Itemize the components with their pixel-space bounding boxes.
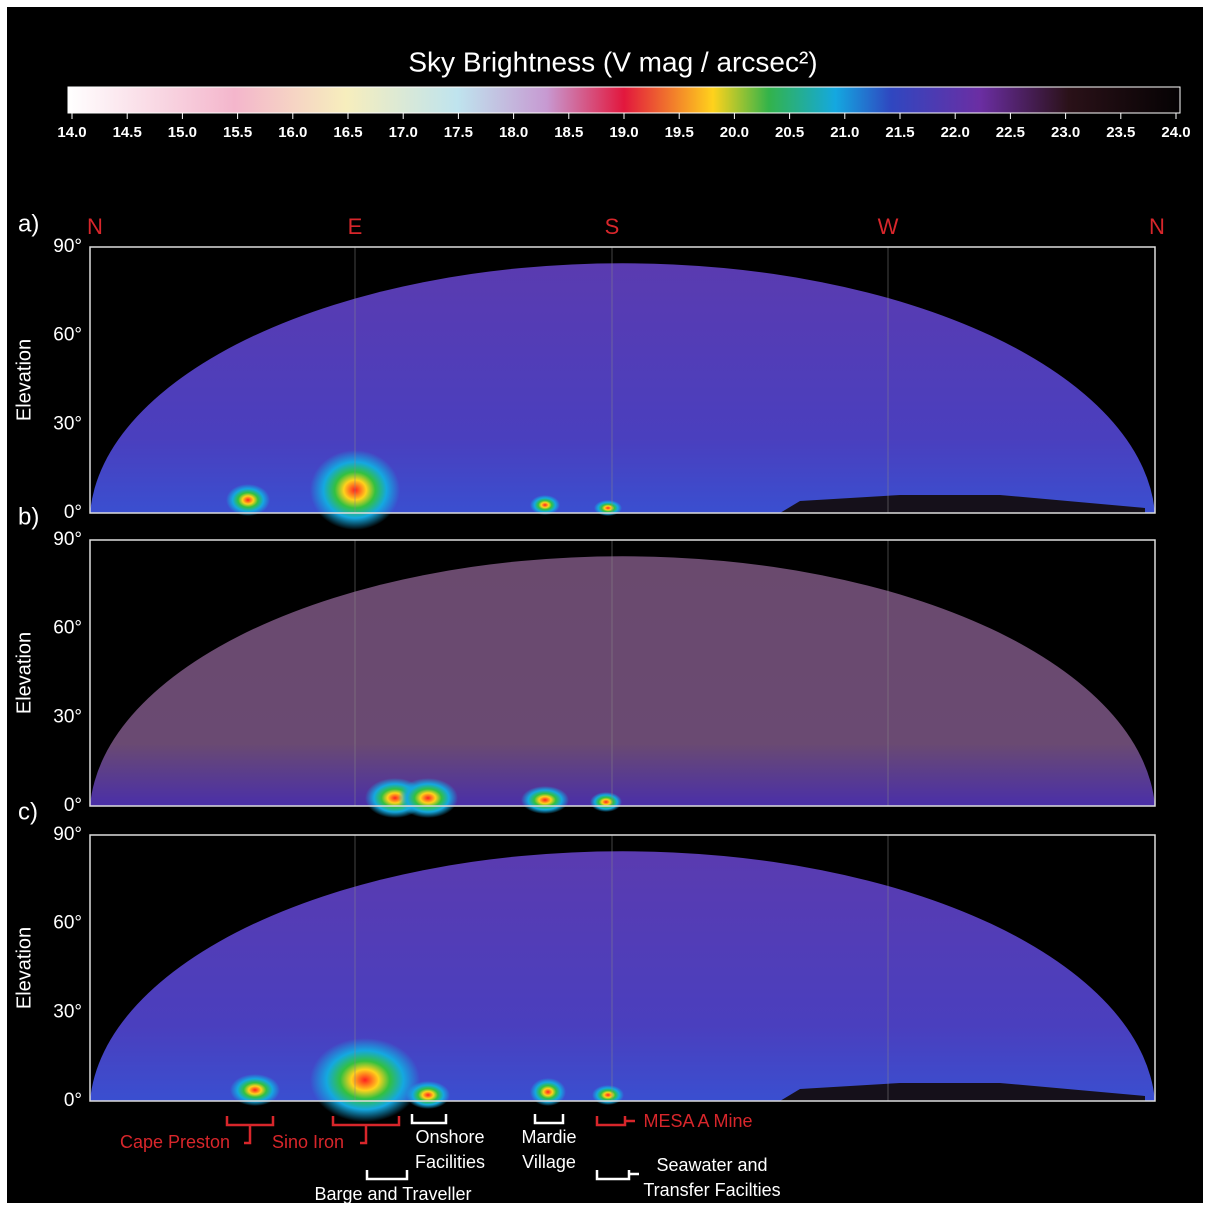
colorbar-tick-label: 21.0 xyxy=(830,124,859,141)
annotation: MESA A Mine xyxy=(643,1111,752,1131)
annotation: Sino Iron xyxy=(272,1132,344,1152)
light-glow xyxy=(226,484,270,516)
brackets xyxy=(225,1114,639,1181)
light-glow xyxy=(594,500,622,516)
colorbar-title: Sky Brightness (V mag / arcsec²) xyxy=(408,46,817,77)
y-tick-label: 0° xyxy=(64,1090,82,1111)
annotation: Onshore xyxy=(415,1127,484,1147)
direction-label: S xyxy=(605,214,620,239)
panel-frame xyxy=(89,539,1156,807)
colorbar-tick-label: 23.0 xyxy=(1051,124,1080,141)
horizon-silhouette xyxy=(780,1083,1145,1101)
y-tick-label: 30° xyxy=(53,413,82,434)
light-glow xyxy=(230,1074,280,1106)
y-axis-label: Elevation xyxy=(13,632,35,714)
colorbar-tick-label: 17.0 xyxy=(389,124,418,141)
light-glow xyxy=(530,1078,566,1106)
y-tick-label: 30° xyxy=(53,1001,82,1022)
y-axis-label: Elevation xyxy=(13,927,35,1009)
colorbar-tick-label: 15.0 xyxy=(168,124,197,141)
annotation: Transfer Facilties xyxy=(643,1180,780,1200)
colorbar-tick-label: 21.5 xyxy=(885,124,914,141)
sky-dome xyxy=(90,556,1155,806)
colorbar-tick-label: 22.5 xyxy=(996,124,1025,141)
panel-frame xyxy=(89,834,1156,1102)
colorbar-tick-label: 17.5 xyxy=(444,124,473,141)
colorbar-tick-label: 20.5 xyxy=(775,124,804,141)
y-tick-label: 90° xyxy=(53,236,82,257)
y-tick-label: 0° xyxy=(64,795,82,816)
annotation: Village xyxy=(522,1152,576,1172)
colorbar-tick-label: 16.5 xyxy=(333,124,362,141)
colorbar-tick-label: 14.0 xyxy=(57,124,86,141)
y-tick-label: 90° xyxy=(53,529,82,550)
colorbar-tick-label: 18.5 xyxy=(554,124,583,141)
panel-label: a) xyxy=(18,210,39,237)
direction-label: N xyxy=(1149,214,1165,239)
annotation: Mardie xyxy=(521,1127,576,1147)
horizon-silhouette xyxy=(780,495,1145,513)
y-tick-label: 90° xyxy=(53,824,82,845)
panel-label: b) xyxy=(18,503,39,530)
light-glow xyxy=(406,1081,450,1109)
panel-label: c) xyxy=(18,798,38,825)
light-glow xyxy=(521,786,569,814)
light-glow xyxy=(590,792,622,812)
direction-label: N xyxy=(87,214,103,239)
y-tick-label: 0° xyxy=(64,502,82,523)
y-tick-label: 60° xyxy=(53,618,82,639)
direction-label: E xyxy=(348,214,363,239)
colorbar-tick-label: 24.0 xyxy=(1161,124,1190,141)
y-tick-label: 60° xyxy=(53,325,82,346)
colorbar-tick-label: 22.0 xyxy=(941,124,970,141)
annotation: Facilities xyxy=(415,1152,485,1172)
colorbar-tick-label: 19.5 xyxy=(665,124,694,141)
colorbar-tick-label: 19.0 xyxy=(609,124,638,141)
direction-label: W xyxy=(878,214,899,239)
colorbar-tick-label: 15.5 xyxy=(223,124,252,141)
light-glow xyxy=(398,778,458,818)
colorbar-tick-label: 16.0 xyxy=(278,124,307,141)
colorbar-tick-label: 23.5 xyxy=(1106,124,1135,141)
annotation: Seawater and xyxy=(656,1155,767,1175)
light-glow xyxy=(310,1038,420,1122)
light-glow xyxy=(592,1085,624,1105)
annotation: Cape Preston xyxy=(120,1132,230,1152)
colorbar-tick-label: 14.5 xyxy=(113,124,142,141)
panel-frame xyxy=(89,246,1156,514)
y-axis-label: Elevation xyxy=(13,339,35,421)
annotation: Barge and Traveller xyxy=(314,1184,471,1204)
colorbar-tick-label: 20.0 xyxy=(720,124,749,141)
light-glow xyxy=(530,495,560,515)
y-tick-label: 60° xyxy=(53,913,82,934)
y-tick-label: 30° xyxy=(53,706,82,727)
content: 14.0 14.5 15.0 15.5 16.0 16.5 17.0 17.5 18.0 18.5… xyxy=(13,113,1191,1204)
colorbar-tick-label: 18.0 xyxy=(499,124,528,141)
colorbar xyxy=(67,86,1181,114)
